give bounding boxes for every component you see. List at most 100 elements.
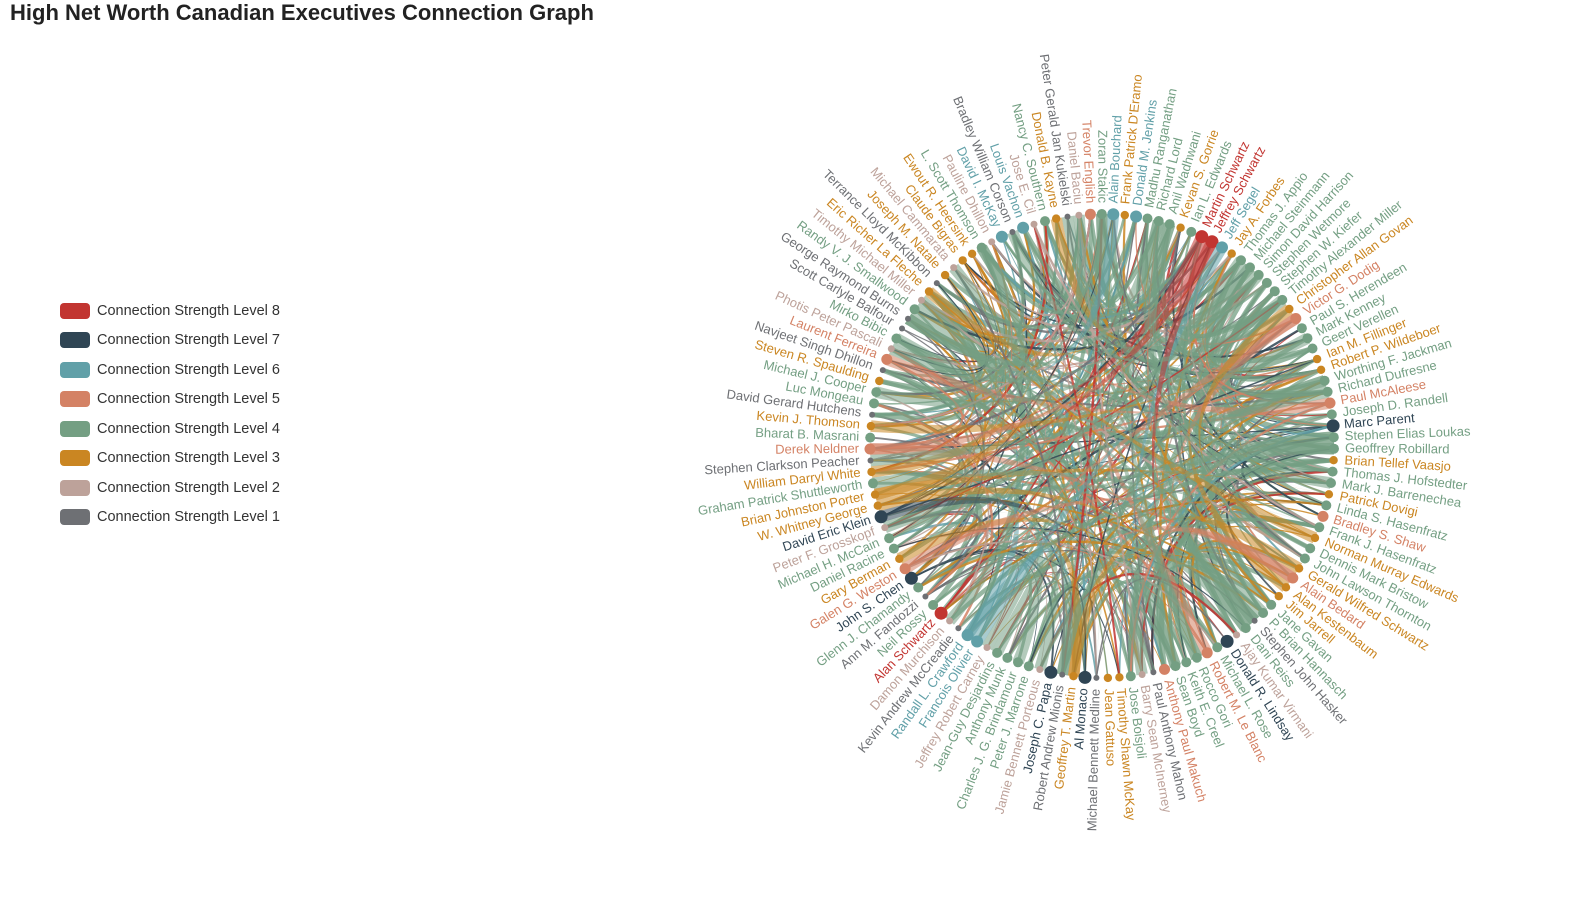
graph-node[interactable] [1150,669,1157,676]
graph-node[interactable] [1125,671,1136,682]
graph-node[interactable] [946,617,954,625]
graph-node[interactable] [1096,209,1107,219]
graph-node[interactable] [940,270,950,280]
graph-node[interactable] [869,398,879,409]
graph-node[interactable] [1195,230,1209,244]
graph-node[interactable] [1326,409,1337,420]
graph-node[interactable] [992,647,1003,658]
graph-node[interactable] [1159,663,1170,675]
graph-node[interactable] [1233,631,1241,639]
graph-node[interactable] [1274,592,1284,601]
graph-node[interactable] [1030,220,1038,228]
graph-node[interactable] [1310,533,1320,543]
graph-node[interactable] [867,467,876,477]
graph-node[interactable] [988,238,996,246]
graph-node[interactable] [887,345,895,353]
legend-item-level-1[interactable]: Connection Strength Level 1 [60,503,280,533]
graph-node[interactable] [1216,241,1228,254]
graph-node[interactable] [1164,219,1175,230]
legend-item-level-5[interactable]: Connection Strength Level 5 [60,385,280,415]
graph-node[interactable] [1120,210,1130,220]
graph-node[interactable] [899,563,911,575]
graph-node[interactable] [1036,666,1044,673]
legend-item-level-3[interactable]: Connection Strength Level 3 [60,444,280,474]
graph-node[interactable] [881,353,893,365]
graph-node[interactable] [1329,443,1339,454]
graph-node[interactable] [1321,500,1332,511]
graph-node[interactable] [881,524,889,532]
graph-node[interactable] [899,325,905,332]
graph-node[interactable] [1017,221,1030,234]
graph-node[interactable] [869,411,876,418]
graph-node[interactable] [1285,304,1294,314]
legend-item-level-7[interactable]: Connection Strength Level 7 [60,326,280,356]
graph-node[interactable] [1305,543,1316,554]
graph-node[interactable] [961,629,974,642]
graph-node[interactable] [1296,323,1307,334]
graph-node[interactable] [895,554,904,563]
graph-node[interactable] [1316,365,1326,374]
graph-node[interactable] [1261,277,1272,288]
graph-node[interactable] [1064,213,1071,220]
graph-node[interactable] [866,421,876,431]
graph-node[interactable] [983,644,991,651]
graph-node[interactable] [1212,642,1223,653]
graph-node[interactable] [1251,617,1258,624]
graph-node[interactable] [1013,657,1023,668]
graph-node[interactable] [1329,456,1338,465]
graph-node[interactable] [1181,657,1192,668]
graph-node[interactable] [1324,397,1336,409]
graph-node[interactable] [1069,672,1078,681]
graph-node[interactable] [1281,583,1291,592]
graph-node[interactable] [1314,522,1325,533]
graph-node[interactable] [1319,375,1330,386]
graph-node[interactable] [1138,671,1146,678]
graph-node[interactable] [1302,333,1313,344]
graph-node[interactable] [1170,661,1181,672]
graph-node[interactable] [1324,490,1334,499]
graph-node[interactable] [1294,564,1304,573]
graph-node[interactable] [1023,661,1034,672]
graph-node[interactable] [888,543,899,554]
graph-node[interactable] [1044,665,1058,679]
graph-node[interactable] [995,230,1008,243]
graph-node[interactable] [1312,354,1322,364]
graph-node[interactable] [1287,572,1299,584]
graph-node[interactable] [874,510,888,524]
graph-node[interactable] [905,315,911,322]
graph-node[interactable] [918,296,925,304]
graph-node[interactable] [976,242,987,253]
graph-node[interactable] [1107,208,1120,221]
graph-node[interactable] [1290,313,1302,324]
graph-node[interactable] [933,280,940,287]
graph-node[interactable] [955,625,962,632]
graph-node[interactable] [1201,647,1213,659]
graph-node[interactable] [1093,674,1100,681]
graph-node[interactable] [1142,213,1153,224]
graph-node[interactable] [922,593,929,600]
graph-node[interactable] [1299,553,1310,564]
graph-node[interactable] [871,387,882,398]
graph-node[interactable] [1052,214,1061,223]
graph-node[interactable] [1269,286,1280,297]
graph-node[interactable] [1009,229,1016,235]
graph-node[interactable] [967,249,977,258]
graph-node[interactable] [1307,343,1318,354]
legend-item-level-6[interactable]: Connection Strength Level 6 [60,355,280,385]
graph-node[interactable] [1327,466,1338,477]
graph-node[interactable] [868,478,878,489]
graph-node[interactable] [873,501,882,510]
graph-node[interactable] [1205,235,1219,249]
graph-node[interactable] [1191,652,1202,663]
graph-node[interactable] [1002,652,1013,663]
graph-node[interactable] [934,606,948,620]
graph-node[interactable] [865,432,876,443]
graph-node[interactable] [971,635,984,648]
graph-node[interactable] [958,256,967,265]
graph-node[interactable] [1317,510,1329,522]
graph-node[interactable] [1153,216,1164,226]
graph-node[interactable] [1326,419,1340,433]
graph-node[interactable] [1078,670,1092,684]
graph-node[interactable] [909,304,920,315]
graph-node[interactable] [1326,478,1336,488]
